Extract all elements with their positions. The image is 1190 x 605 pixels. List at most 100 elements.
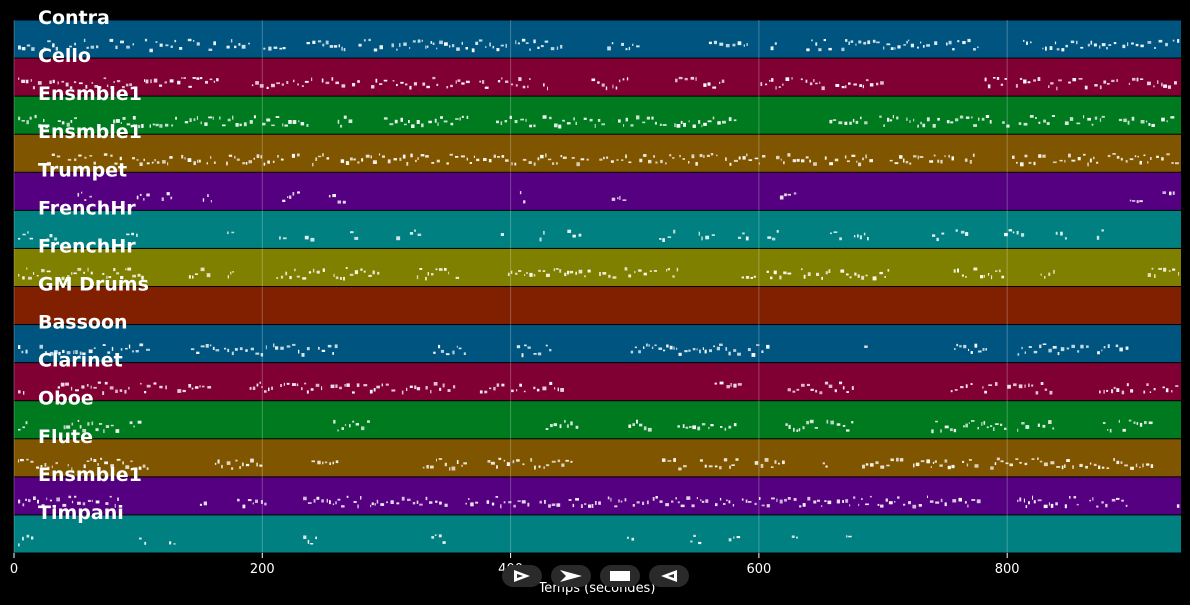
note-mark — [1101, 229, 1104, 232]
note-mark — [519, 191, 522, 195]
note-mark — [719, 497, 722, 501]
note-mark — [673, 229, 676, 234]
note-mark — [696, 348, 698, 351]
note-mark — [46, 497, 48, 500]
note-mark — [885, 498, 888, 502]
note-mark — [575, 425, 579, 429]
rewind-button[interactable] — [649, 565, 689, 587]
play-button[interactable] — [502, 565, 542, 587]
note-mark — [846, 273, 849, 276]
note-mark — [326, 498, 328, 503]
note-mark — [102, 272, 105, 275]
note-mark — [111, 346, 114, 351]
note-mark — [612, 276, 617, 279]
note-mark — [427, 272, 429, 276]
note-mark — [751, 353, 756, 357]
note-mark — [144, 38, 148, 42]
note-mark — [20, 459, 24, 462]
note-mark — [249, 387, 252, 390]
note-mark — [95, 500, 100, 504]
note-mark — [542, 270, 546, 272]
note-mark — [735, 458, 739, 461]
note-mark — [1101, 349, 1103, 352]
note-mark — [793, 498, 797, 501]
note-mark — [862, 157, 864, 161]
note-mark — [802, 503, 806, 507]
note-mark — [87, 422, 90, 426]
note-mark — [523, 200, 526, 204]
note-mark — [564, 420, 566, 423]
note-mark — [559, 269, 562, 273]
note-mark — [104, 461, 108, 465]
note-mark — [216, 78, 219, 82]
track-label: GM Drums — [38, 274, 149, 296]
note-mark — [926, 459, 930, 464]
note-mark — [632, 43, 634, 46]
note-mark — [584, 275, 586, 278]
note-mark — [819, 391, 823, 395]
note-mark — [899, 155, 903, 159]
note-mark — [341, 427, 344, 430]
fast-forward-button[interactable] — [551, 565, 591, 587]
note-mark — [312, 40, 316, 44]
note-mark — [302, 277, 307, 280]
note-mark — [705, 499, 709, 503]
note-mark — [993, 77, 996, 79]
note-mark — [557, 459, 561, 463]
note-mark — [119, 389, 123, 392]
note-mark — [862, 84, 864, 89]
note-mark — [341, 84, 346, 88]
note-mark — [529, 78, 531, 80]
note-mark — [1056, 466, 1061, 468]
note-mark — [704, 464, 707, 468]
x-tick-label: 800 — [995, 562, 1020, 577]
note-mark — [932, 461, 935, 464]
note-mark — [353, 158, 356, 161]
track-notes — [47, 153, 1179, 167]
note-mark — [955, 229, 958, 232]
note-mark — [500, 504, 502, 509]
note-mark — [601, 83, 605, 87]
note-mark — [971, 499, 976, 501]
note-mark — [1035, 391, 1039, 395]
note-mark — [142, 464, 146, 468]
note-mark — [69, 86, 73, 89]
note-mark — [98, 423, 103, 425]
note-mark — [529, 48, 531, 51]
note-mark — [1094, 84, 1098, 87]
note-mark — [1147, 273, 1151, 277]
note-mark — [1058, 79, 1062, 82]
note-mark — [1126, 383, 1129, 387]
note-mark — [304, 80, 309, 83]
note-mark — [821, 276, 823, 280]
note-mark — [1083, 115, 1085, 119]
track-label: Ensmble1 — [38, 464, 142, 486]
note-mark — [321, 499, 324, 503]
note-mark — [704, 349, 707, 354]
note-mark — [280, 275, 284, 279]
note-mark — [983, 421, 986, 425]
note-mark — [731, 464, 735, 466]
note-mark — [1071, 344, 1075, 348]
note-mark — [602, 272, 607, 275]
note-mark — [647, 427, 652, 432]
note-mark — [512, 460, 515, 464]
note-mark — [926, 117, 930, 122]
note-mark — [91, 421, 94, 426]
note-mark — [226, 161, 228, 166]
note-mark — [950, 121, 954, 124]
note-mark — [90, 457, 92, 461]
note-mark — [316, 496, 320, 500]
note-mark — [583, 117, 587, 120]
track-notes — [18, 229, 1104, 242]
note-mark — [165, 44, 169, 47]
note-mark — [543, 83, 545, 87]
note-mark — [832, 119, 837, 121]
note-mark — [82, 502, 86, 506]
note-mark — [932, 234, 936, 237]
note-mark — [430, 390, 432, 394]
stop-button[interactable] — [600, 565, 640, 587]
note-mark — [894, 501, 896, 503]
note-mark — [906, 40, 908, 44]
